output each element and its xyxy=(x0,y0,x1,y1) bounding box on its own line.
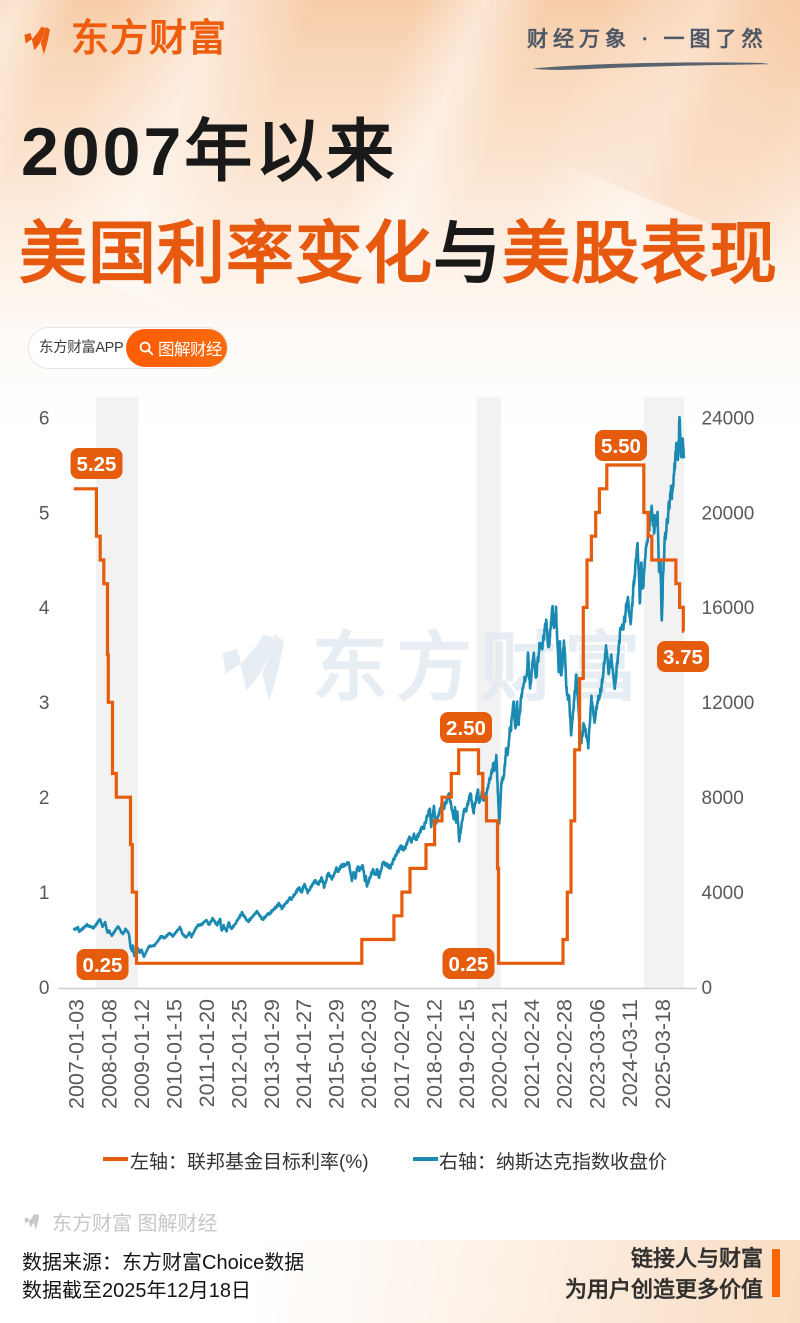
svg-text:20000: 20000 xyxy=(702,503,755,524)
svg-text:2010-01-15: 2010-01-15 xyxy=(162,999,186,1109)
svg-text:8000: 8000 xyxy=(702,788,744,809)
svg-text:东方财富: 东方财富 xyxy=(312,626,648,711)
svg-text:5.50: 5.50 xyxy=(601,435,641,458)
svg-text:2024-03-11: 2024-03-11 xyxy=(618,999,642,1107)
svg-text:2013-01-29: 2013-01-29 xyxy=(260,999,284,1109)
svg-text:2022-02-28: 2022-02-28 xyxy=(553,999,577,1109)
svg-text:2016-02-03: 2016-02-03 xyxy=(357,999,381,1109)
svg-text:2020-02-21: 2020-02-21 xyxy=(488,999,512,1109)
svg-text:0.25: 0.25 xyxy=(83,954,123,977)
svg-text:0.25: 0.25 xyxy=(449,953,489,976)
svg-text:0: 0 xyxy=(39,978,50,999)
svg-text:2023-03-06: 2023-03-06 xyxy=(585,999,609,1109)
svg-text:0: 0 xyxy=(702,978,713,999)
svg-text:2007-01-03: 2007-01-03 xyxy=(65,999,89,1109)
svg-text:2011-01-20: 2011-01-20 xyxy=(195,999,219,1107)
svg-text:6: 6 xyxy=(39,408,50,429)
svg-text:2008-01-08: 2008-01-08 xyxy=(97,999,121,1109)
svg-text:2018-02-12: 2018-02-12 xyxy=(422,999,446,1109)
svg-text:2019-02-15: 2019-02-15 xyxy=(455,999,479,1109)
svg-text:24000: 24000 xyxy=(702,408,755,429)
svg-text:2015-01-29: 2015-01-29 xyxy=(325,999,349,1109)
svg-text:2017-02-07: 2017-02-07 xyxy=(390,999,414,1109)
svg-text:5: 5 xyxy=(39,503,50,524)
svg-text:4: 4 xyxy=(39,598,50,619)
svg-text:2012-01-25: 2012-01-25 xyxy=(228,999,252,1109)
svg-text:16000: 16000 xyxy=(702,598,755,619)
svg-text:2: 2 xyxy=(39,788,50,809)
svg-text:2025-03-18: 2025-03-18 xyxy=(651,999,675,1109)
svg-text:2014-01-27: 2014-01-27 xyxy=(292,999,316,1109)
svg-text:3: 3 xyxy=(39,693,50,714)
svg-text:2.50: 2.50 xyxy=(446,717,486,740)
svg-text:12000: 12000 xyxy=(702,693,755,714)
svg-text:3.75: 3.75 xyxy=(663,646,703,669)
svg-text:4000: 4000 xyxy=(702,883,744,904)
svg-text:2021-02-24: 2021-02-24 xyxy=(520,999,544,1109)
svg-text:1: 1 xyxy=(39,883,50,904)
svg-text:2009-01-12: 2009-01-12 xyxy=(130,999,154,1109)
svg-text:5.25: 5.25 xyxy=(77,453,117,476)
